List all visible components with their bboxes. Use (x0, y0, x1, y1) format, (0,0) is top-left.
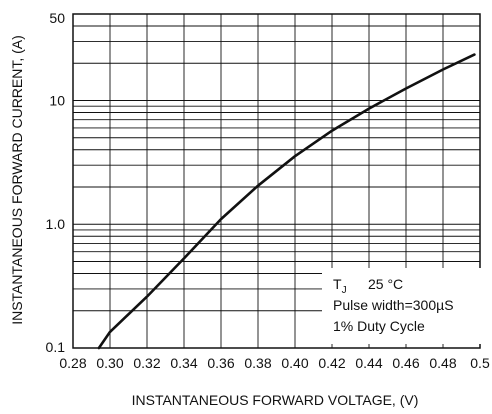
x-tick-label: 0.32 (133, 355, 160, 371)
x-tick-label: 0.34 (170, 355, 197, 371)
curve-layer (97, 53, 476, 350)
x-tick-label: 0.38 (244, 355, 271, 371)
legend-duty-cycle: 1% Duty Cycle (333, 318, 425, 334)
x-tick-label: 0.5 (470, 355, 490, 371)
x-tick-label: 0.28 (59, 355, 86, 371)
x-tick-label: 0.30 (96, 355, 123, 371)
y-tick-label: 1.0 (46, 216, 66, 232)
x-tick-label: 0.46 (392, 355, 419, 371)
y-tick-labels: 0.1 1.0 10 50 (46, 10, 66, 355)
x-tick-label: 0.48 (429, 355, 456, 371)
legend-tj: TJ 25 °C (333, 276, 403, 296)
x-tick-label: 0.44 (355, 355, 382, 371)
legend-tj-value: 25 °C (368, 276, 403, 292)
x-tick-label: 0.36 (207, 355, 234, 371)
x-tick-label: 0.42 (318, 355, 345, 371)
y-tick-label: 50 (49, 10, 65, 26)
x-axis-title: INSTANTANEOUS FORWARD VOLTAGE, (V) (132, 392, 419, 408)
x-tick-label: 0.40 (281, 355, 308, 371)
legend-pulse-width: Pulse width=300µS (333, 297, 454, 313)
plot-frame (72, 13, 481, 349)
x-tick-labels: 0.28 0.30 0.32 0.34 0.36 0.38 0.40 0.42 0.44 0.46… (59, 355, 490, 371)
y-tick-label: 0.1 (46, 339, 66, 355)
legend-tj-subscript: J (342, 285, 347, 296)
series-line (97, 53, 476, 350)
y-tick-label: 10 (49, 92, 65, 108)
legend-tj-symbol: T (333, 276, 342, 292)
legend-box (322, 268, 482, 344)
y-axis-title: INSTANTANEOUS FORWARD CURRENT, (A) (9, 35, 25, 325)
